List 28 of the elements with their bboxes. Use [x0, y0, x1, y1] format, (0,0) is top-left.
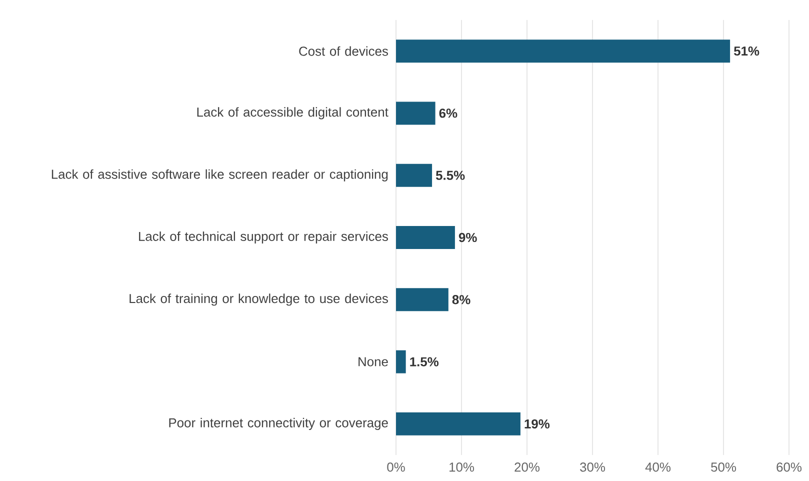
- y-tick-label: Poor internet connectivity or coverage: [169, 418, 388, 430]
- data-label: 51%: [734, 46, 760, 56]
- bar: [396, 164, 432, 187]
- x-tick-label: 0%: [387, 462, 405, 472]
- bar: [396, 412, 520, 436]
- data-label: 19%: [524, 419, 550, 429]
- y-tick-label: None: [358, 357, 388, 366]
- y-tick-label: Lack of accessible digital content: [197, 107, 388, 120]
- data-label: 1.5%: [410, 357, 439, 366]
- data-label: 5.5%: [436, 170, 465, 180]
- bar: [396, 288, 448, 312]
- data-label: 8%: [452, 295, 470, 304]
- y-tick-label: Cost of devices: [299, 46, 388, 56]
- x-tick-label: 10%: [450, 462, 474, 472]
- x-tick-label: 30%: [580, 462, 606, 472]
- y-tick-label: Lack of technical support or repair services: [139, 231, 388, 244]
- bar: [396, 226, 455, 249]
- x-tick-label: 50%: [711, 462, 736, 472]
- x-tick-label: 60%: [776, 462, 802, 472]
- bar: [396, 102, 436, 125]
- x-tick-label: 20%: [514, 462, 540, 472]
- bar: [396, 40, 730, 63]
- bar: [396, 350, 406, 374]
- x-tick-label: 40%: [645, 462, 671, 472]
- y-tick-label: Lack of training or knowledge to use devices: [130, 294, 388, 306]
- y-tick-label: Lack of assistive software like screen reader or captioning: [52, 169, 388, 182]
- data-label: 9%: [458, 232, 477, 242]
- data-label: 6%: [439, 108, 458, 118]
